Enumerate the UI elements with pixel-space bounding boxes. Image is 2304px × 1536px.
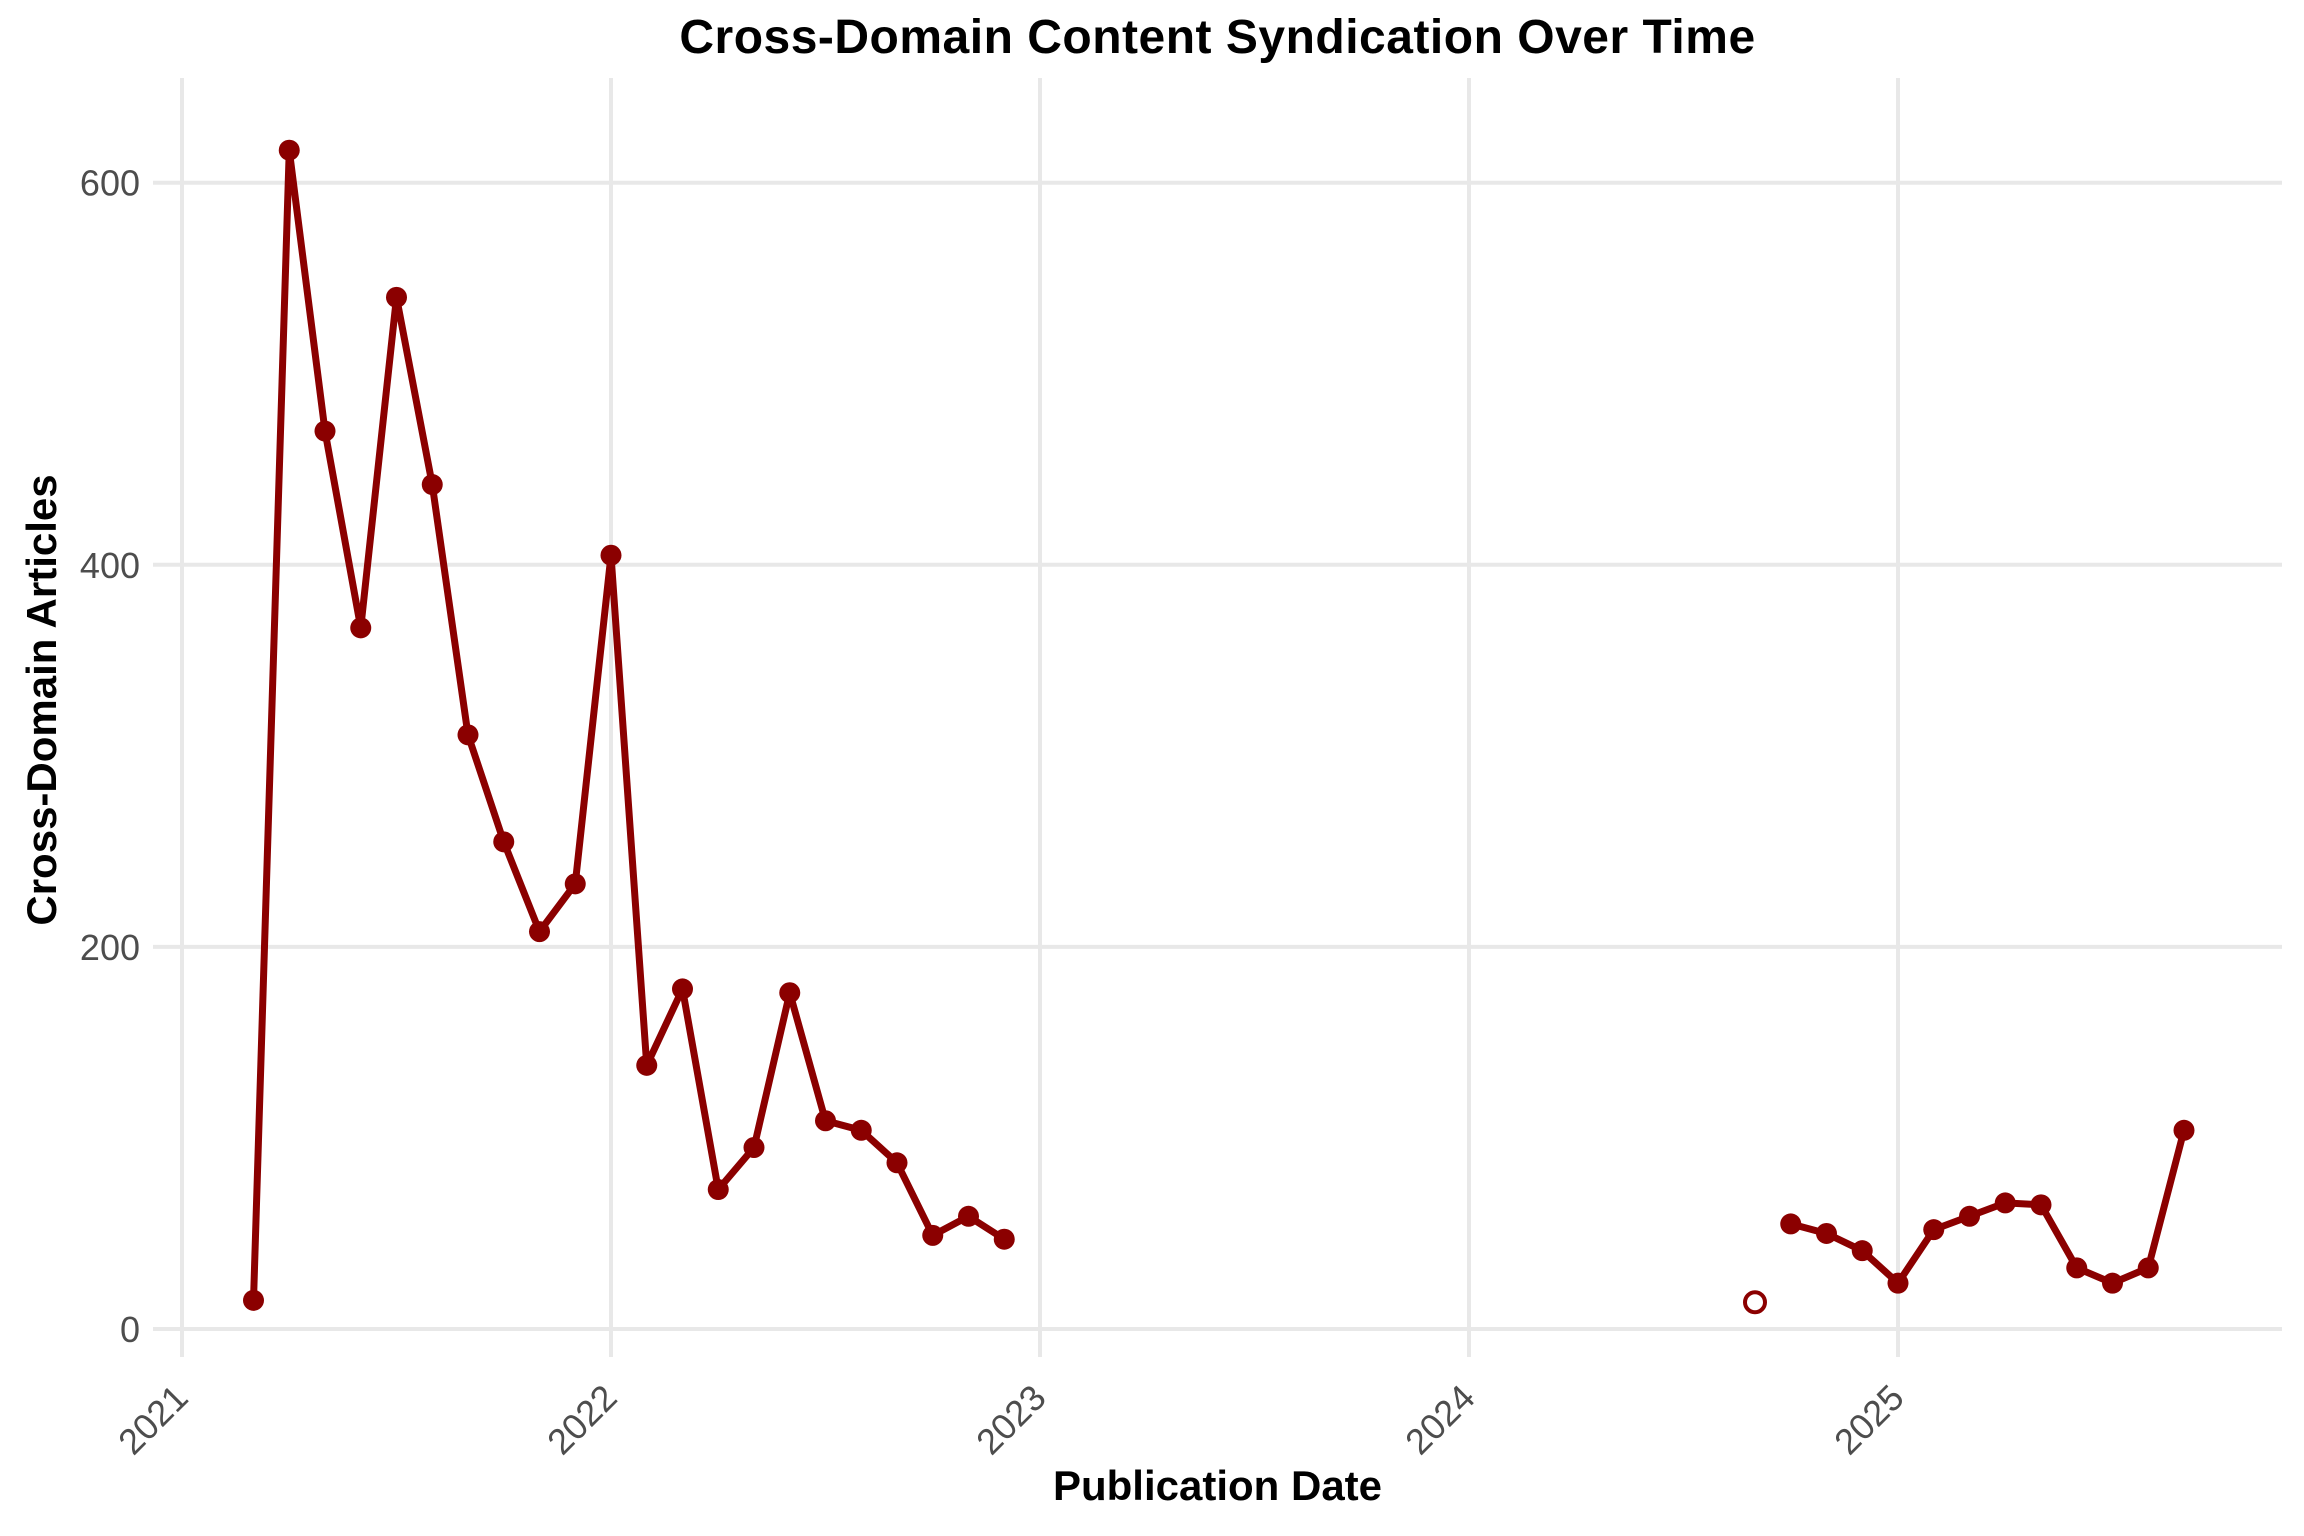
data-point <box>2173 1119 2195 1141</box>
data-point <box>350 617 372 639</box>
data-point <box>457 724 479 746</box>
data-point <box>779 982 801 1004</box>
x-tick-label: 2022 <box>539 1377 625 1463</box>
data-point <box>386 286 407 308</box>
data-point <box>1959 1205 1980 1227</box>
data-point <box>743 1137 765 1159</box>
data-point <box>564 873 586 895</box>
data-point <box>243 1289 264 1311</box>
open-data-point <box>1743 1290 1767 1315</box>
series-line <box>1787 1126 2188 1287</box>
x-axis-title: Publication Date <box>1052 1462 1383 1509</box>
horizontal-gridlines <box>153 180 2282 1331</box>
data-point <box>2137 1257 2159 1279</box>
x-tick-label: 2025 <box>1826 1377 1912 1463</box>
data-series <box>243 139 1015 1311</box>
data-point <box>1816 1222 1837 1244</box>
data-point <box>636 1054 658 1076</box>
data-point <box>1851 1240 1873 1262</box>
data-series <box>1780 1119 2195 1294</box>
data-point <box>493 831 515 853</box>
data-point <box>529 921 550 943</box>
data-point <box>1780 1213 1802 1235</box>
vertical-gridlines <box>180 78 1900 1357</box>
data-point <box>1887 1272 1909 1294</box>
data-point <box>314 420 336 442</box>
data-point <box>2030 1194 2052 1216</box>
y-tick-label: 0 <box>120 1309 140 1350</box>
data-point <box>707 1179 729 1201</box>
data-point <box>993 1228 1015 1250</box>
data-point <box>600 544 622 566</box>
y-tick-label: 400 <box>80 545 140 586</box>
data-point <box>850 1119 872 1141</box>
chart-title: Cross-Domain Content Syndication Over Ti… <box>679 11 1756 64</box>
data-point <box>2102 1272 2123 1294</box>
y-tick-label: 200 <box>80 927 140 968</box>
y-tick-label: 600 <box>80 163 140 204</box>
x-tick-labels: 2021 2022 2023 2024 2025 <box>110 1377 1912 1463</box>
data-point <box>2066 1257 2088 1279</box>
x-tick-label: 2023 <box>968 1377 1054 1463</box>
data-point <box>672 978 693 1000</box>
data-point <box>922 1224 944 1246</box>
data-point <box>1923 1219 1945 1241</box>
data-point <box>278 139 300 161</box>
data-point <box>421 474 443 496</box>
y-axis-title: Cross-Domain Articles <box>18 474 65 926</box>
data-point <box>958 1205 979 1227</box>
data-point <box>886 1152 908 1174</box>
y-tick-labels: 0 200 400 600 <box>80 163 140 1350</box>
series-line <box>250 146 1008 1304</box>
open-points <box>1743 1290 1767 1315</box>
data-point <box>815 1110 836 1132</box>
data-point <box>1994 1192 2016 1214</box>
x-tick-label: 2021 <box>110 1377 196 1463</box>
x-tick-label: 2024 <box>1397 1377 1483 1463</box>
